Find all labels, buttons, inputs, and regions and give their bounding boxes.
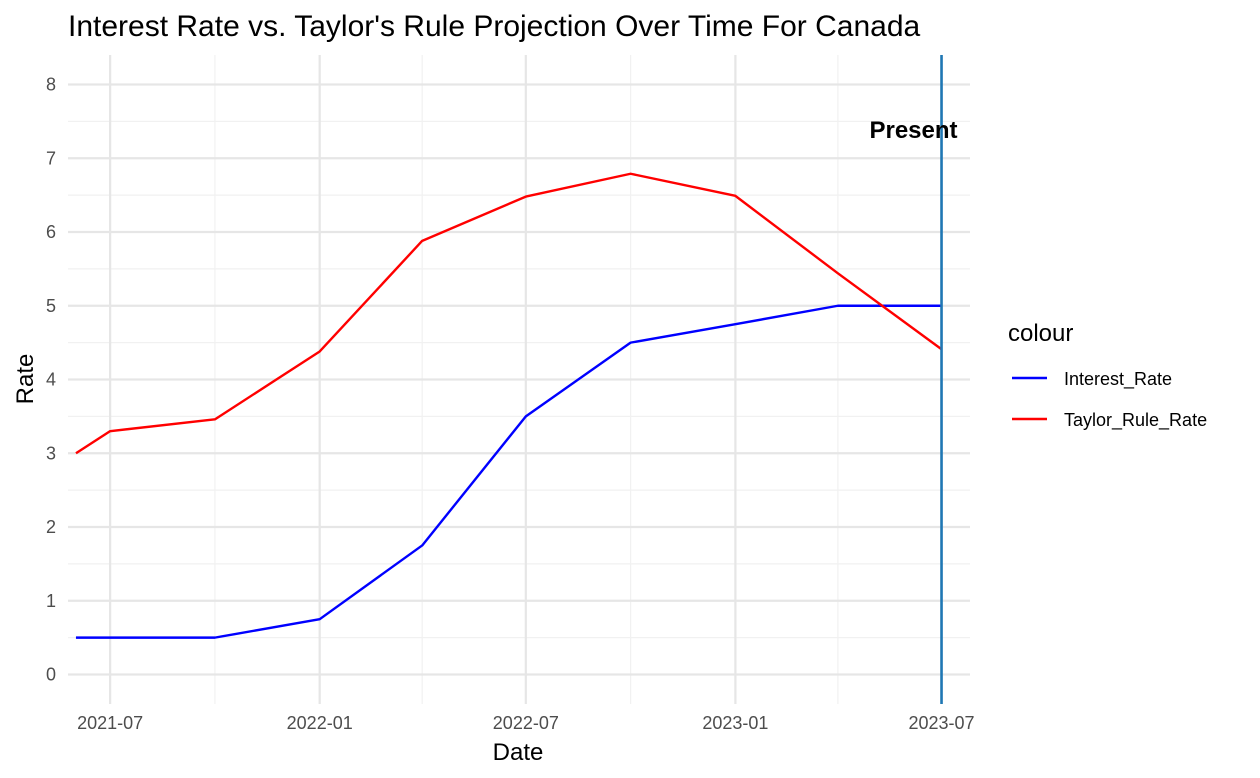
legend-title: colour: [1008, 320, 1073, 347]
x-tick-label: 2023-07: [908, 713, 974, 733]
taylor-rule-rate-line: [75, 172, 943, 455]
minor-grid: [68, 55, 970, 704]
y-tick-label: 6: [46, 222, 56, 242]
interest-rate-line: [75, 304, 942, 639]
y-tick-label: 4: [46, 370, 56, 390]
y-tick-label: 5: [46, 296, 56, 316]
x-tick-label: 2023-01: [702, 713, 768, 733]
legend-label-taylor-rule-rate: Taylor_Rule_Rate: [1064, 410, 1207, 431]
x-tick-label: 2022-07: [493, 713, 559, 733]
y-axis-tick-labels: 0 1 2 3 4 5 6 7 8: [46, 75, 56, 685]
x-tick-label: 2022-01: [287, 713, 353, 733]
annotation-layer: Present: [869, 55, 958, 704]
legend-label-interest-rate: Interest_Rate: [1064, 369, 1172, 390]
chart-title: Interest Rate vs. Taylor's Rule Projecti…: [68, 10, 921, 43]
y-tick-label: 7: [46, 148, 56, 168]
x-tick-label: 2021-07: [77, 713, 143, 733]
major-grid: [68, 55, 970, 704]
x-axis-title: Date: [493, 739, 544, 766]
y-tick-label: 1: [46, 591, 56, 611]
series-layer: [75, 172, 943, 639]
y-tick-label: 2: [46, 517, 56, 537]
y-tick-label: 0: [46, 665, 56, 685]
legend: colour Interest_Rate Taylor_Rule_Rate: [1008, 320, 1207, 431]
x-axis-tick-labels: 2021-07 2022-01 2022-07 2023-01 2023-07: [77, 713, 974, 733]
y-tick-label: 8: [46, 75, 56, 95]
y-tick-label: 3: [46, 443, 56, 463]
present-annotation: Present: [869, 117, 957, 144]
y-axis-title: Rate: [12, 354, 39, 405]
